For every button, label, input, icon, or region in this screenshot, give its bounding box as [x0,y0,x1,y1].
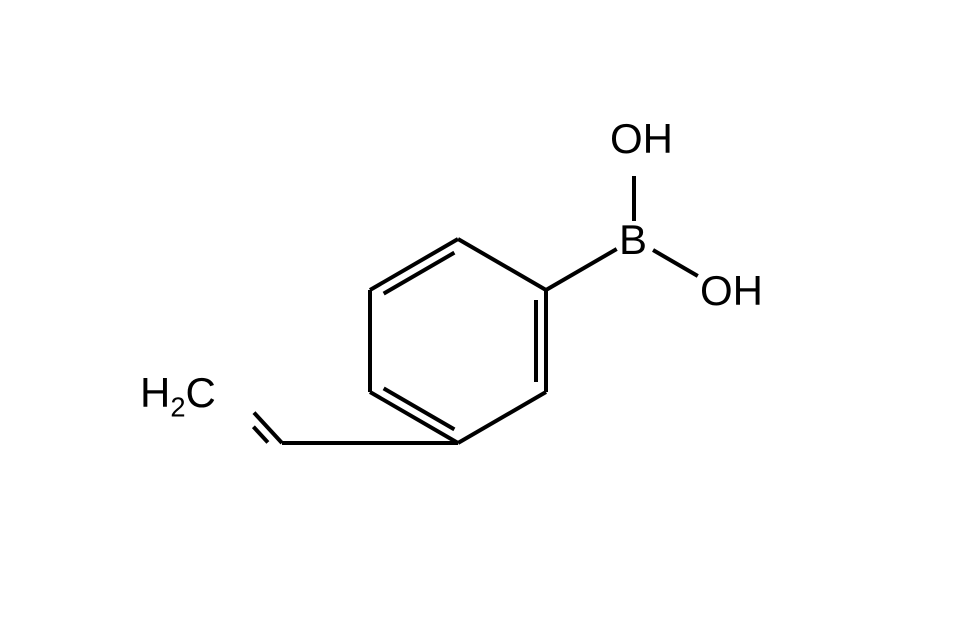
atom-label: H2C [140,372,216,414]
molecule-canvas: B OH OH H2C [0,0,960,633]
bond-layer [0,0,960,633]
atom-label: OH [700,270,763,312]
atom-label: OH [610,118,673,160]
atom-label: B [619,219,647,261]
